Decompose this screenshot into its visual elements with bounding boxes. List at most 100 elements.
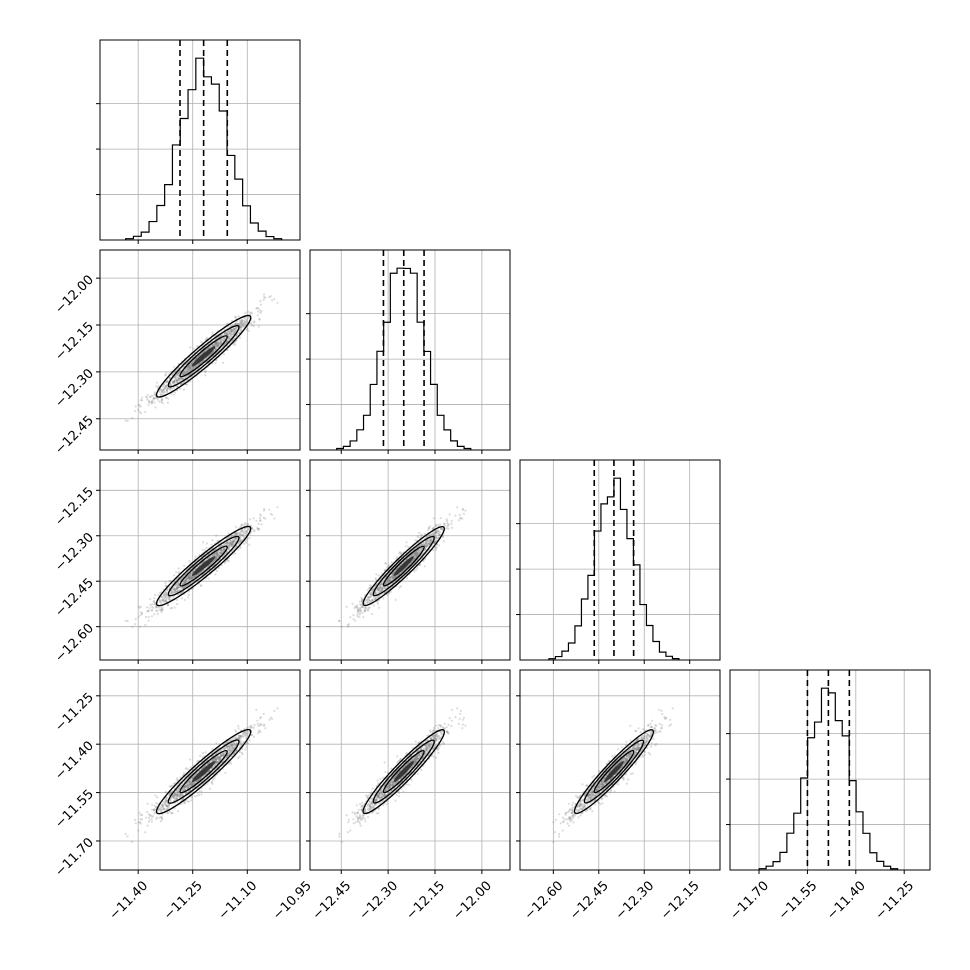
sample-point — [187, 576, 190, 579]
sample-point — [180, 378, 183, 381]
sample-point — [175, 792, 178, 795]
sample-point — [161, 389, 164, 392]
sample-point — [167, 793, 170, 796]
sample-point — [176, 378, 180, 381]
sample-point — [188, 578, 191, 581]
sample-point — [191, 783, 194, 786]
sample-point — [217, 551, 220, 554]
sample-point — [137, 403, 140, 406]
sample-point — [225, 550, 228, 553]
sample-point — [434, 524, 438, 528]
sample-point — [190, 362, 193, 365]
sample-point — [415, 551, 418, 554]
sample-point — [177, 372, 180, 375]
sample-point — [421, 546, 424, 549]
sample-point — [404, 545, 407, 548]
sample-point — [379, 585, 382, 588]
sample-point — [245, 531, 248, 534]
sample-point — [430, 532, 433, 535]
sample-point — [414, 552, 417, 556]
sample-point — [231, 541, 234, 544]
sample-point — [166, 588, 169, 591]
sample-point — [170, 606, 173, 610]
sample-point — [202, 351, 205, 354]
sample-point — [361, 598, 364, 602]
sample-point — [211, 331, 214, 334]
sample-point — [173, 375, 176, 378]
sample-point — [354, 619, 357, 622]
sample-point — [239, 540, 242, 543]
sample-point — [417, 551, 420, 554]
sample-point — [456, 506, 459, 509]
sample-point — [371, 598, 374, 601]
sample-point — [182, 582, 185, 585]
sample-point — [361, 606, 364, 609]
sample-point — [385, 581, 388, 584]
sample-point — [362, 616, 365, 619]
sample-point — [385, 582, 388, 585]
sample-point — [242, 532, 245, 535]
sample-point — [389, 576, 392, 579]
sample-point — [425, 541, 428, 544]
sample-point — [242, 534, 245, 538]
sample-point — [168, 804, 171, 807]
sample-point — [441, 535, 445, 538]
sample-point — [188, 559, 191, 563]
sample-point — [180, 587, 183, 590]
sample-point — [260, 523, 263, 526]
sample-point — [187, 577, 190, 580]
sample-point — [461, 517, 464, 520]
sample-point — [414, 551, 418, 555]
sample-point — [169, 596, 172, 599]
sample-point — [228, 541, 232, 544]
sample-point — [436, 531, 439, 534]
sample-point — [237, 736, 240, 740]
sample-point — [218, 554, 221, 558]
sample-point — [178, 795, 181, 798]
sample-point — [124, 419, 127, 422]
sample-point — [167, 595, 170, 599]
sample-point — [174, 585, 177, 589]
sample-point — [263, 296, 266, 299]
sample-point — [389, 576, 392, 579]
sample-point — [417, 545, 420, 548]
sample-point — [427, 543, 430, 546]
sample-point — [237, 542, 240, 545]
sample-point — [225, 541, 228, 545]
sample-point — [378, 583, 381, 586]
sample-point — [234, 327, 238, 330]
sample-point — [197, 363, 200, 366]
sample-point — [175, 586, 178, 589]
sample-point — [164, 374, 167, 377]
sample-point — [162, 596, 165, 599]
sample-point — [221, 761, 224, 764]
sample-point — [173, 588, 177, 591]
sample-point — [217, 343, 220, 346]
sample-point — [432, 526, 435, 529]
sample-point — [258, 318, 261, 321]
sample-point — [226, 754, 229, 758]
sample-point — [185, 370, 188, 373]
sample-point — [241, 320, 244, 323]
sample-point — [171, 795, 174, 798]
sample-point — [418, 531, 421, 535]
sample-point — [176, 796, 179, 799]
sample-point — [414, 553, 417, 556]
sample-point — [173, 376, 176, 379]
sample-point — [231, 744, 234, 747]
sample-point — [183, 372, 186, 376]
sample-point — [176, 792, 179, 795]
sample-point — [221, 550, 224, 553]
panels-layer — [96, 39, 931, 874]
sample-point — [438, 534, 441, 537]
sample-point — [446, 522, 449, 525]
sample-point — [210, 345, 213, 348]
sample-point — [186, 577, 189, 580]
sample-point — [185, 579, 188, 582]
sample-point — [239, 525, 242, 528]
sample-point — [220, 341, 223, 344]
sample-point — [380, 586, 383, 589]
sample-point — [367, 596, 370, 599]
sample-point — [219, 552, 222, 556]
histogram-panel-0 — [96, 39, 301, 244]
